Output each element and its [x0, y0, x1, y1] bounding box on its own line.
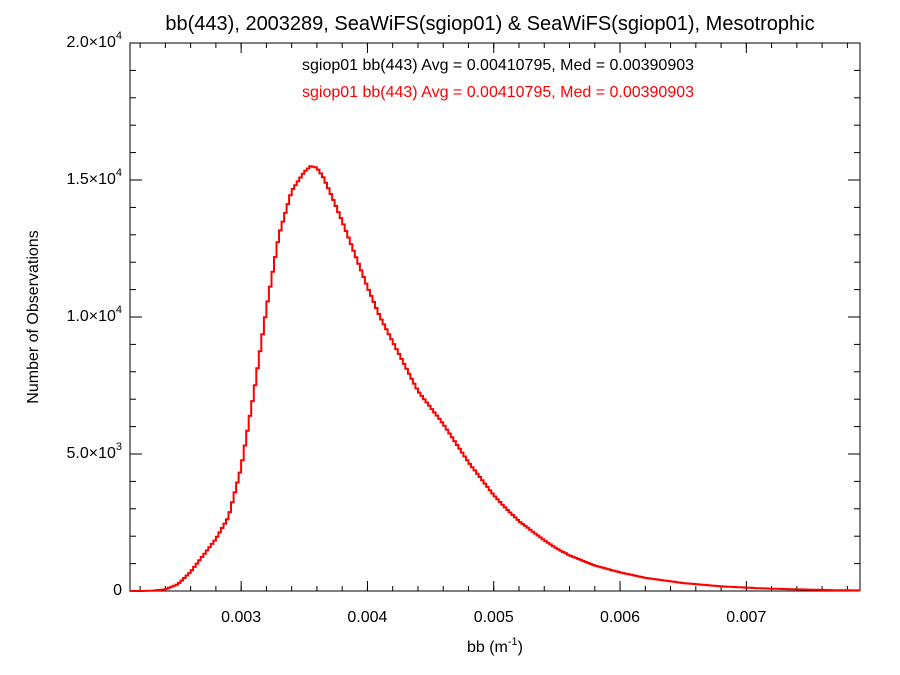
x-tick-label: 0.004	[347, 609, 387, 626]
plot-frame	[129, 42, 861, 592]
y-tick-label: 5.0×103	[66, 441, 122, 462]
y-tick-label: 2.0×104	[66, 30, 122, 51]
y-axis-title: Number of Observations	[25, 230, 42, 403]
x-axis-title-base: bb (m	[467, 639, 508, 656]
x-tick-label: 0.005	[474, 609, 514, 626]
annotation-overlay: sgiop01 bb(443) Avg = 0.00410795, Med = …	[302, 84, 694, 101]
axis-ticks	[130, 42, 860, 592]
x-axis-title-close: )	[518, 639, 523, 656]
axis-tick-labels: 0.003 0.004 0.005 0.006 0.007 0 5.0×103 1.0×104…	[66, 30, 766, 626]
annotation-primary: sgiop01 bb(443) Avg = 0.00410795, Med = …	[302, 57, 694, 74]
x-tick-label: 0.003	[221, 609, 261, 626]
y-tick-label: 1.0×104	[66, 304, 122, 325]
x-axis-title-exponent: -1	[508, 636, 518, 648]
chart-title: bb(443), 2003289, SeaWiFS(sgiop01) & Sea…	[165, 13, 814, 35]
series-layer	[130, 165, 860, 592]
x-axis-title: bb (m-1)	[467, 636, 523, 656]
y-tick-label: 1.5×104	[66, 167, 122, 188]
y-tick-label: 0	[113, 582, 122, 599]
x-tick-label: 0.007	[726, 609, 766, 626]
x-tick-label: 0.006	[600, 609, 640, 626]
histogram-series-0	[130, 165, 860, 592]
